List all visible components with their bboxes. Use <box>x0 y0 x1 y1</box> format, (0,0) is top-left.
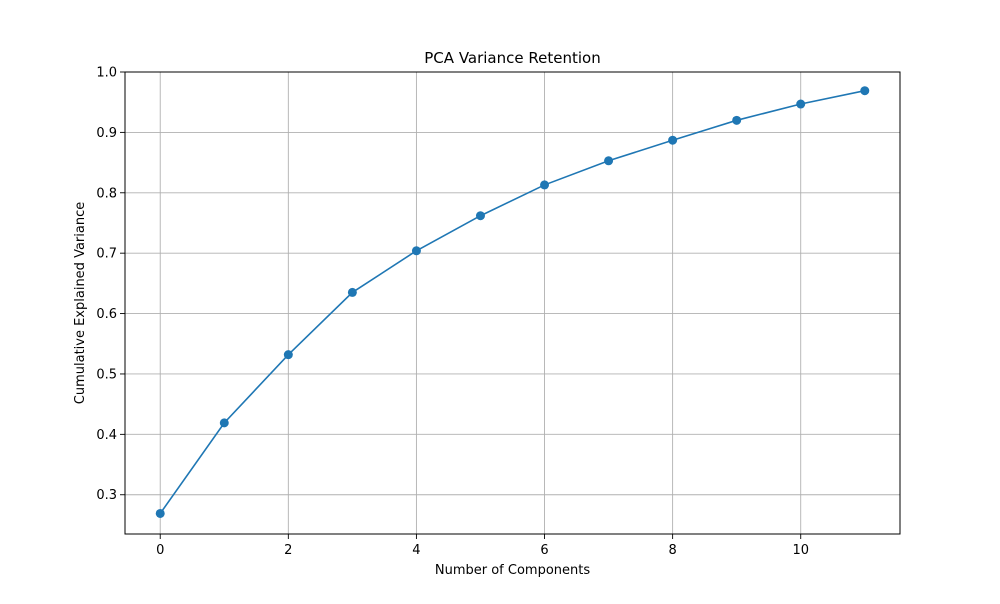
data-point <box>475 211 485 221</box>
data-point <box>732 115 742 125</box>
y-tick-label: 0.4 <box>96 428 117 443</box>
data-point <box>860 86 870 96</box>
data-point <box>219 418 229 428</box>
y-tick-label: 0.6 <box>96 307 117 322</box>
data-point <box>668 135 678 145</box>
series-line <box>159 89 865 514</box>
x-tick-label: 6 <box>540 543 548 558</box>
x-tick-label: 0 <box>156 543 164 558</box>
data-point <box>604 156 614 166</box>
data-point <box>347 287 357 297</box>
y-tick-label: 0.9 <box>96 126 117 141</box>
grid <box>125 71 900 534</box>
x-tick-label: 10 <box>792 543 809 558</box>
x-tick-label: 8 <box>668 543 676 558</box>
series-layer <box>155 86 870 518</box>
data-point <box>411 246 421 256</box>
y-tick-label: 0.3 <box>96 488 117 503</box>
y-tick-label: 0.8 <box>96 186 117 201</box>
y-tick-label: 0.5 <box>96 367 117 382</box>
x-axis-label: Number of Components <box>435 563 590 578</box>
plot-frame <box>124 71 901 535</box>
chart-title: PCA Variance Retention <box>424 49 600 67</box>
x-tick-label: 2 <box>284 543 292 558</box>
y-tick-label: 0.7 <box>96 247 117 262</box>
data-point <box>283 350 293 360</box>
y-tick-label: 1.0 <box>96 66 117 81</box>
data-point <box>796 99 806 109</box>
data-point <box>155 508 165 518</box>
y-axis-label: Cumulative Explained Variance <box>73 202 88 404</box>
data-point <box>540 180 550 190</box>
axis-ticks: 0 2 4 6 8 10 0.3 0.4 0.5 0.6 0.7 0.8 0.9 1.0 <box>96 66 809 559</box>
x-tick-label: 4 <box>412 543 420 558</box>
